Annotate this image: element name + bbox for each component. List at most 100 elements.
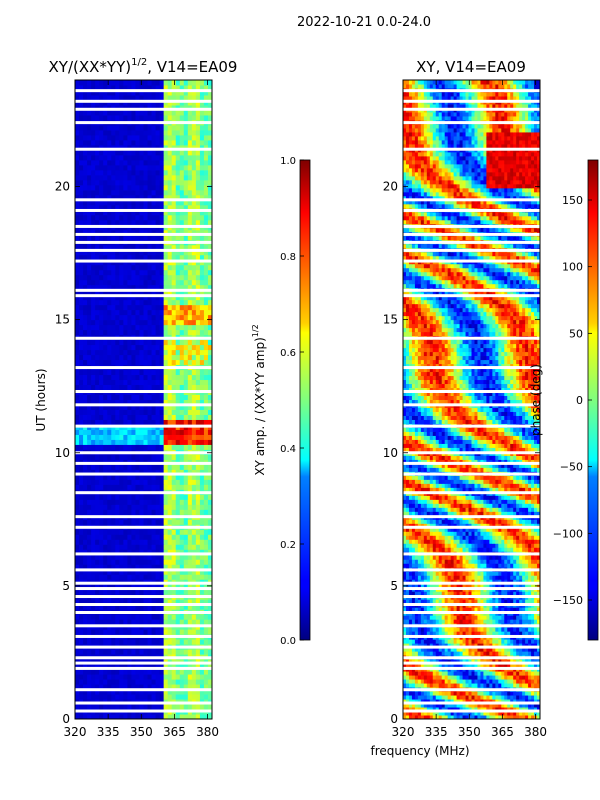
amplitude-cell [99, 344, 104, 351]
amplitude-cell [75, 619, 80, 625]
amplitude-cell [131, 184, 136, 191]
amplitude-cell [111, 394, 116, 400]
amplitude-cell [159, 429, 165, 435]
amplitude-cell [183, 689, 189, 695]
amplitude-cell [135, 454, 140, 460]
amplitude-cell [191, 254, 197, 261]
amplitude-cell [99, 124, 104, 131]
amplitude-cell [83, 324, 88, 331]
amplitude-cell [131, 664, 136, 670]
amplitude-cell [167, 684, 173, 690]
amplitude-cell [83, 234, 88, 241]
amplitude-cell [107, 179, 112, 186]
amplitude-cell [103, 149, 108, 156]
amplitude-cell [91, 689, 96, 695]
amplitude-cell [139, 629, 144, 635]
phase-cell [441, 707, 446, 712]
amplitude-cell [147, 189, 153, 196]
amplitude-cell [195, 104, 201, 111]
amplitude-cell [123, 704, 128, 710]
phase-cell [471, 711, 475, 716]
amplitude-cell [135, 369, 140, 376]
amplitude-cell [151, 549, 157, 555]
phase-cell [516, 707, 520, 712]
amplitude-cell [199, 484, 205, 490]
amplitude-cell [199, 574, 205, 580]
phase-cell [522, 715, 526, 719]
amplitude-cell [167, 159, 173, 166]
amplitude-cell [91, 299, 96, 306]
amplitude-cell [107, 504, 112, 510]
phase-cell [405, 679, 410, 684]
amplitude-cell [119, 209, 124, 216]
amplitude-cell [87, 684, 92, 690]
amplitude-cell [199, 464, 205, 470]
phase-cell [411, 711, 416, 716]
amplitude-cell [99, 574, 104, 580]
amplitude-cell [107, 384, 112, 391]
amplitude-cell [203, 384, 209, 391]
amplitude-cell [151, 284, 157, 291]
amplitude-cell [91, 589, 96, 595]
phase-cell [417, 695, 422, 700]
phase-cell [480, 675, 484, 680]
amplitude-cell [107, 539, 112, 545]
amplitude-cell [99, 589, 104, 595]
amplitude-cell [95, 539, 100, 545]
amplitude-cell [187, 244, 193, 251]
amplitude-cell [195, 589, 201, 595]
amplitude-cell [127, 504, 132, 510]
amplitude-cell [191, 519, 197, 525]
phase-cell [489, 671, 493, 676]
amplitude-cell [91, 469, 96, 475]
amplitude-cell [143, 329, 149, 336]
amplitude-cell [159, 604, 165, 610]
amplitude-cell [147, 464, 153, 470]
phase-cell [516, 699, 520, 704]
amplitude-cell [151, 194, 157, 201]
amplitude-cell [171, 314, 177, 321]
amplitude-cell [79, 584, 84, 590]
phase-cell [408, 691, 413, 696]
amplitude-cell [87, 559, 92, 565]
amplitude-cell [195, 629, 201, 635]
amplitude-cell [195, 204, 201, 211]
amplitude-cell [139, 229, 144, 236]
amplitude-cell [75, 159, 80, 166]
amplitude-cell [191, 529, 197, 535]
amplitude-cell [147, 349, 153, 356]
amplitude-cell [83, 619, 88, 625]
amplitude-cell [151, 454, 157, 460]
amplitude-cell [171, 569, 177, 575]
amplitude-cell [95, 669, 100, 675]
amplitude-cell [83, 279, 88, 286]
amplitude-cell [191, 564, 197, 570]
amplitude-cell [131, 394, 136, 400]
amplitude-cell [119, 304, 124, 311]
amplitude-cell [203, 704, 209, 710]
amplitude-cell [179, 574, 185, 580]
amplitude-cell [195, 144, 201, 151]
amplitude-cell [119, 534, 124, 540]
amplitude-cell [115, 94, 120, 101]
amplitude-cell [135, 499, 140, 505]
amplitude-cell [119, 149, 124, 156]
amplitude-cell [199, 689, 205, 695]
amplitude-cell [159, 704, 165, 710]
amplitude-cell [183, 254, 189, 261]
amplitude-cell [143, 94, 149, 101]
amplitude-cell [171, 279, 177, 286]
amplitude-cell [123, 219, 128, 226]
amplitude-cell [187, 114, 193, 121]
amplitude-cell [147, 164, 153, 171]
amplitude-cell [167, 329, 173, 336]
phase-cell [492, 703, 496, 708]
amplitude-cell [139, 319, 144, 326]
amplitude-cell [207, 279, 212, 286]
amplitude-cell [155, 399, 161, 405]
amplitude-cell [115, 369, 120, 376]
amplitude-cell [99, 129, 104, 136]
phase-cell [429, 707, 434, 712]
amplitude-cell [191, 154, 197, 161]
amplitude-cell [179, 209, 185, 216]
